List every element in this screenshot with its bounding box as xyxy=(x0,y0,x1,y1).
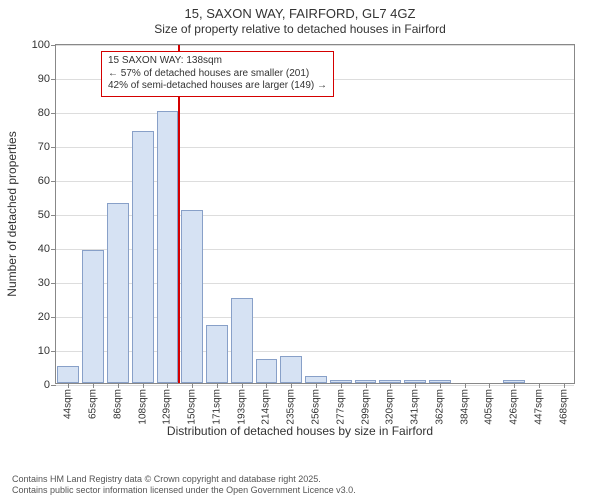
histogram-bar xyxy=(181,210,203,383)
xtick-label: 150sqm xyxy=(187,389,198,425)
xtick-label: 171sqm xyxy=(211,389,222,425)
xtick-mark xyxy=(291,383,292,388)
xtick-mark xyxy=(564,383,565,388)
footer-attribution: Contains HM Land Registry data © Crown c… xyxy=(12,474,356,497)
xtick-label: 44sqm xyxy=(63,389,74,419)
footer-line-1: Contains HM Land Registry data © Crown c… xyxy=(12,474,356,485)
xtick-mark xyxy=(266,383,267,388)
annotation-line: 42% of semi-detached houses are larger (… xyxy=(108,80,327,93)
xtick-mark xyxy=(489,383,490,388)
title-main: 15, SAXON WAY, FAIRFORD, GL7 4GZ xyxy=(0,0,600,22)
xtick-mark xyxy=(539,383,540,388)
xtick-label: 320sqm xyxy=(385,389,396,425)
xtick-mark xyxy=(440,383,441,388)
xtick-mark xyxy=(316,383,317,388)
xtick-mark xyxy=(415,383,416,388)
gridline xyxy=(56,385,574,386)
ytick-label: 80 xyxy=(38,107,56,119)
annotation-line: ← 57% of detached houses are smaller (20… xyxy=(108,68,327,81)
xtick-label: 129sqm xyxy=(162,389,173,425)
title-sub: Size of property relative to detached ho… xyxy=(0,22,600,40)
xtick-label: 193sqm xyxy=(236,389,247,425)
ytick-label: 30 xyxy=(38,277,56,289)
histogram-bar xyxy=(57,366,79,383)
xtick-mark xyxy=(217,383,218,388)
ytick-label: 20 xyxy=(38,311,56,323)
ytick-label: 90 xyxy=(38,73,56,85)
ytick-label: 50 xyxy=(38,209,56,221)
histogram-bar xyxy=(132,131,154,383)
histogram-bar xyxy=(82,250,104,383)
footer-line-2: Contains public sector information licen… xyxy=(12,485,356,496)
xtick-mark xyxy=(514,383,515,388)
ytick-label: 70 xyxy=(38,141,56,153)
xtick-mark xyxy=(465,383,466,388)
xtick-mark xyxy=(366,383,367,388)
histogram-bar xyxy=(280,356,302,383)
xtick-mark xyxy=(68,383,69,388)
ytick-label: 100 xyxy=(32,39,56,51)
histogram-bar xyxy=(256,359,278,383)
xtick-label: 299sqm xyxy=(360,389,371,425)
annotation-line: 15 SAXON WAY: 138sqm xyxy=(108,55,327,68)
xtick-mark xyxy=(118,383,119,388)
xtick-label: 362sqm xyxy=(434,389,445,425)
xtick-mark xyxy=(93,383,94,388)
ytick-label: 10 xyxy=(38,345,56,357)
chart-area: Number of detached properties 0102030405… xyxy=(0,44,600,436)
annotation-box: 15 SAXON WAY: 138sqm← 57% of detached ho… xyxy=(101,51,334,97)
xtick-mark xyxy=(167,383,168,388)
xtick-label: 235sqm xyxy=(286,389,297,425)
histogram-bar xyxy=(305,376,327,383)
histogram-bar xyxy=(206,325,228,383)
plot-area: 0102030405060708090100 15 SAXON WAY: 138… xyxy=(55,44,575,384)
histogram-bar xyxy=(157,111,179,383)
histogram-bar xyxy=(231,298,253,383)
xtick-mark xyxy=(390,383,391,388)
xtick-mark xyxy=(192,383,193,388)
xtick-label: 384sqm xyxy=(459,389,470,425)
x-axis-label: Distribution of detached houses by size … xyxy=(0,424,600,438)
xtick-mark xyxy=(143,383,144,388)
xtick-label: 256sqm xyxy=(311,389,322,425)
ytick-label: 40 xyxy=(38,243,56,255)
xtick-label: 426sqm xyxy=(509,389,520,425)
xtick-label: 405sqm xyxy=(484,389,495,425)
histogram-bar xyxy=(107,203,129,383)
xtick-mark xyxy=(242,383,243,388)
y-axis-label: Number of detached properties xyxy=(5,131,19,296)
figure: 15, SAXON WAY, FAIRFORD, GL7 4GZ Size of… xyxy=(0,0,600,500)
xtick-label: 86sqm xyxy=(112,389,123,419)
xtick-label: 341sqm xyxy=(410,389,421,425)
ytick-label: 0 xyxy=(44,379,56,391)
xtick-label: 468sqm xyxy=(558,389,569,425)
ytick-label: 60 xyxy=(38,175,56,187)
xtick-label: 277sqm xyxy=(335,389,346,425)
xtick-label: 214sqm xyxy=(261,389,272,425)
xtick-label: 447sqm xyxy=(533,389,544,425)
xtick-mark xyxy=(341,383,342,388)
xtick-label: 108sqm xyxy=(137,389,148,425)
xtick-label: 65sqm xyxy=(88,389,99,419)
